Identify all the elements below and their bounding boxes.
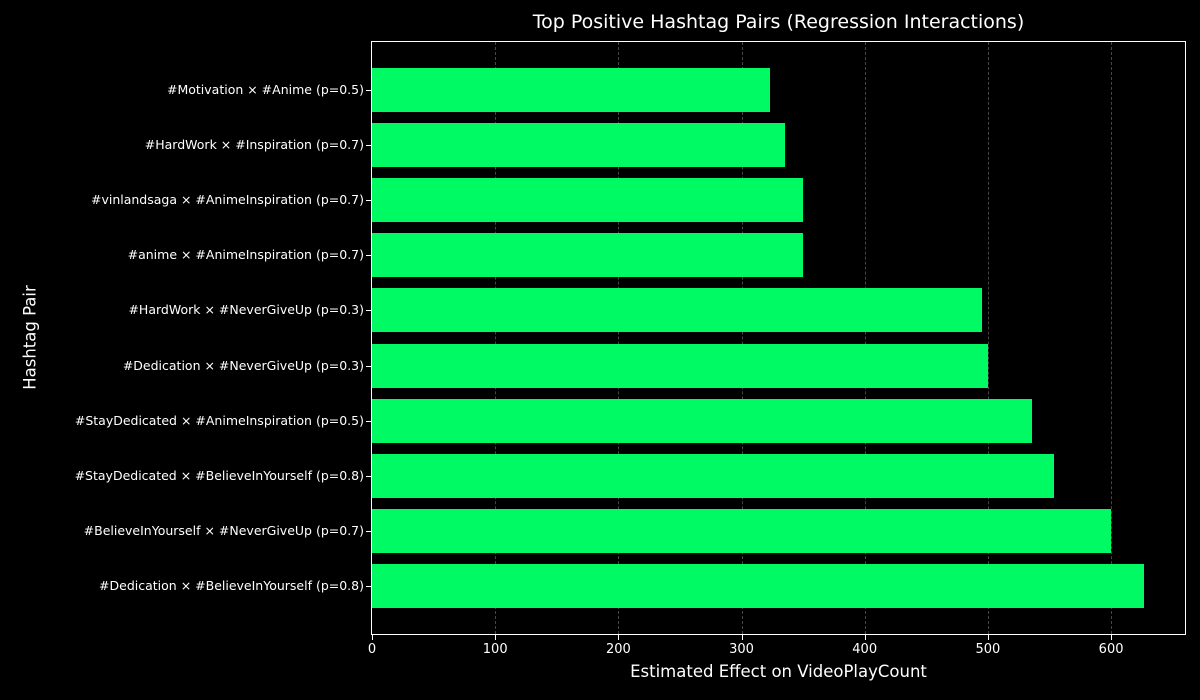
x-tick-mark bbox=[1111, 635, 1113, 640]
x-tick-label: 100 bbox=[482, 642, 508, 657]
y-tick-label: #StayDedicated × #AnimeInspiration (p=0.… bbox=[74, 412, 364, 428]
x-tick-mark bbox=[987, 635, 989, 640]
x-tick-label: 600 bbox=[1098, 642, 1124, 657]
x-tick-mark bbox=[618, 635, 620, 640]
y-tick-mark bbox=[366, 144, 371, 146]
bar bbox=[372, 122, 785, 167]
bar bbox=[372, 233, 804, 278]
bar bbox=[372, 67, 770, 112]
y-tick-mark bbox=[366, 89, 371, 91]
y-tick-mark bbox=[366, 200, 371, 201]
x-tick-label: 400 bbox=[852, 642, 878, 657]
bar bbox=[372, 453, 1055, 499]
y-tick-label: #anime × #AnimeInspiration (p=0.7) bbox=[127, 247, 364, 263]
gridline bbox=[864, 42, 866, 634]
y-tick-label: #Dedication × #NeverGiveUp (p=0.3) bbox=[122, 357, 364, 373]
y-tick-mark bbox=[366, 365, 371, 367]
bar bbox=[372, 509, 1112, 554]
x-tick-mark bbox=[864, 635, 866, 640]
y-tick-label: #HardWork × #NeverGiveUp (p=0.3) bbox=[128, 302, 364, 318]
y-tick-label: #BelieveInYourself × #NeverGiveUp (p=0.7… bbox=[83, 523, 364, 539]
y-tick-label: #vinlandsaga × #AnimeInspiration (p=0.7) bbox=[90, 192, 364, 207]
y-tick-mark bbox=[366, 476, 371, 477]
y-tick-mark bbox=[366, 310, 371, 312]
plot-area bbox=[371, 41, 1186, 635]
x-tick-label: 300 bbox=[729, 642, 754, 657]
bar bbox=[372, 343, 988, 388]
y-tick-label: #HardWork × #Inspiration (p=0.7) bbox=[144, 136, 364, 152]
x-tick-mark bbox=[495, 635, 497, 640]
gridline bbox=[495, 42, 497, 634]
bar bbox=[372, 398, 1033, 443]
bar bbox=[372, 288, 982, 333]
x-tick-label: 0 bbox=[367, 642, 377, 657]
y-axis-title: Hashtag Pair bbox=[20, 285, 40, 390]
y-tick-mark bbox=[366, 586, 371, 588]
x-tick-label: 200 bbox=[605, 642, 631, 657]
gridline bbox=[741, 42, 743, 634]
y-tick-label: #Dedication × #BelieveInYourself (p=0.8) bbox=[99, 578, 364, 594]
bar bbox=[372, 564, 1145, 609]
y-tick-mark bbox=[366, 420, 371, 422]
y-tick-label: #Motivation × #Anime (p=0.5) bbox=[166, 81, 364, 97]
chart-title: Top Positive Hashtag Pairs (Regression I… bbox=[532, 11, 1025, 33]
y-tick-label: #StayDedicated × #BelieveInYourself (p=0… bbox=[74, 468, 364, 483]
x-axis-title: Estimated Effect on VideoPlayCount bbox=[630, 662, 927, 681]
y-tick-mark bbox=[366, 255, 371, 257]
gridline bbox=[987, 42, 989, 634]
gridline bbox=[1111, 42, 1113, 634]
y-tick-mark bbox=[366, 531, 371, 533]
bar bbox=[372, 177, 804, 223]
gridline bbox=[618, 42, 620, 634]
x-tick-mark bbox=[741, 635, 743, 640]
x-tick-label: 500 bbox=[975, 642, 1001, 657]
x-tick-mark bbox=[372, 635, 373, 640]
